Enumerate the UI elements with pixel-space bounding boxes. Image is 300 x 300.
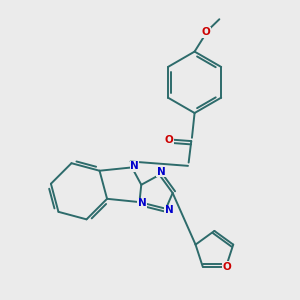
Text: N: N <box>165 206 173 215</box>
Text: O: O <box>223 262 231 272</box>
Text: O: O <box>165 135 173 145</box>
Text: N: N <box>130 161 139 171</box>
Text: O: O <box>202 27 211 38</box>
Text: N: N <box>157 167 166 177</box>
Text: N: N <box>138 198 146 208</box>
